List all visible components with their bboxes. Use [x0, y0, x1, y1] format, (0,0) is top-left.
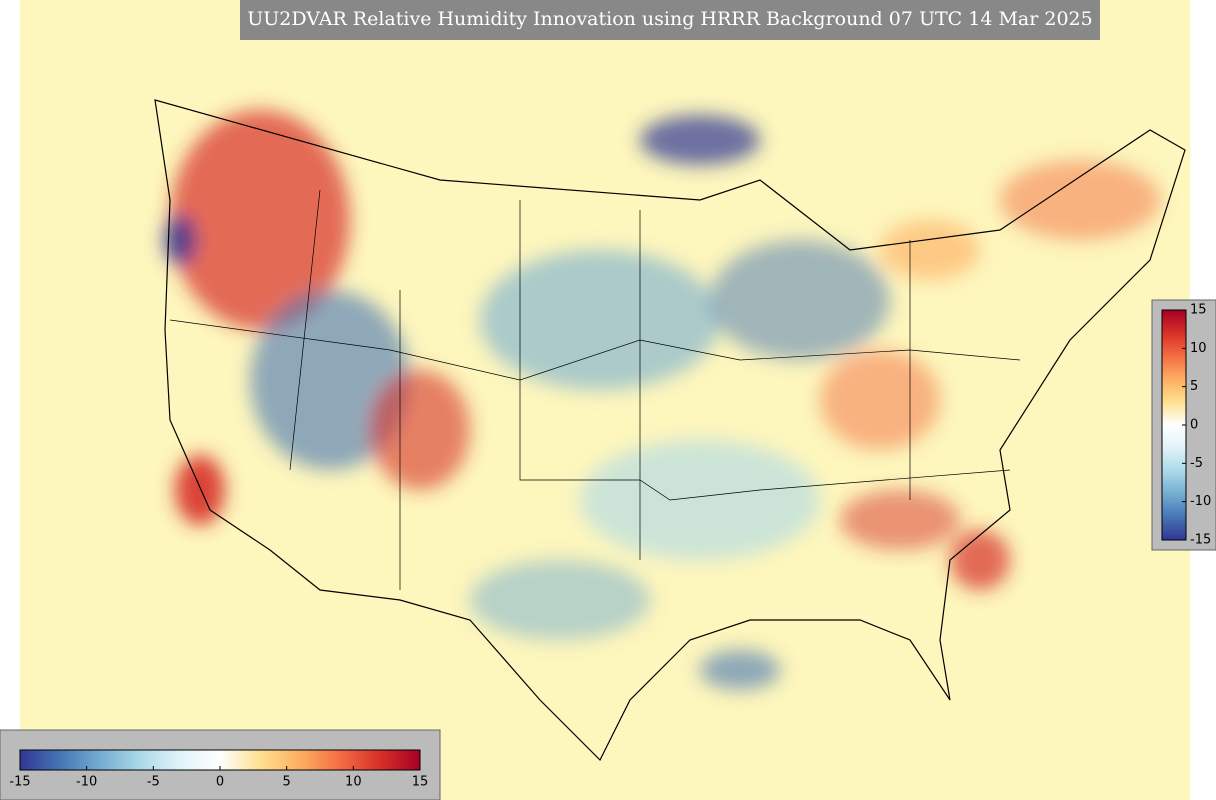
humidity-field	[164, 110, 1160, 690]
colorbar-tick-label: -15	[9, 775, 30, 790]
colorbar-tick-label: 15	[1190, 303, 1207, 318]
map-background	[20, 0, 1190, 800]
colorbar-tick-label: -10	[76, 775, 97, 790]
colorbar-tick-label: -5	[147, 775, 160, 790]
colorbar-tick-label: 5	[1190, 379, 1198, 394]
country-outline	[154, 99, 1186, 762]
colorbar-tick-label: 5	[283, 775, 291, 790]
title-box	[240, 0, 1100, 40]
colorbar-tick-label: 10	[345, 775, 362, 790]
colorbar-tick-label: -5	[1190, 456, 1203, 471]
colorbar-tick-label: 0	[216, 775, 224, 790]
colorbar-tick-label: -10	[1190, 494, 1211, 509]
colorbar-tick-label: 10	[1190, 341, 1207, 356]
colorbar-tick-label: 15	[412, 775, 429, 790]
colorbar-tick-label: -15	[1190, 533, 1211, 548]
map-title: UU2DVAR Relative Humidity Innovation usi…	[247, 8, 1092, 30]
state-borders	[169, 189, 1021, 590]
colorbar-tick-label: 0	[1190, 418, 1198, 433]
